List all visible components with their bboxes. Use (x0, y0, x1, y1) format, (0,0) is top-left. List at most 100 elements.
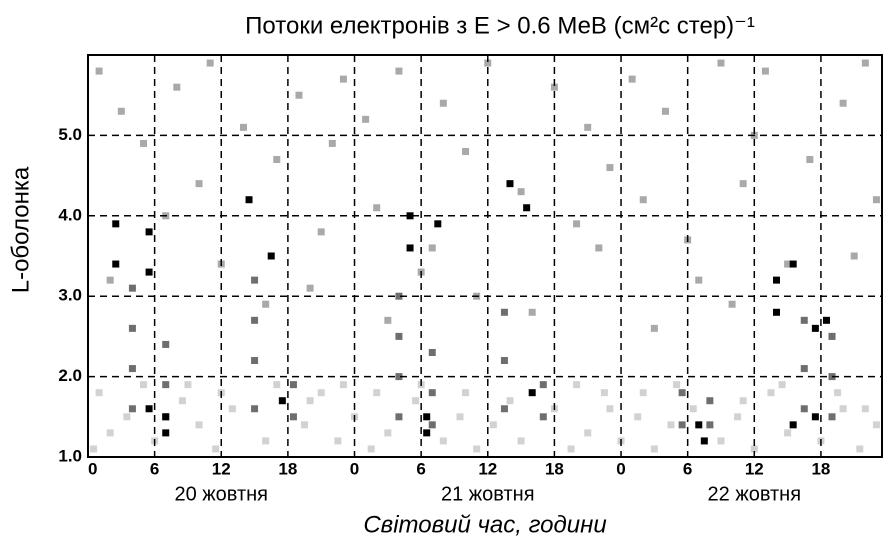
x-tick-label: 0 (350, 459, 359, 478)
flux-point (251, 276, 259, 284)
flux-point (828, 332, 836, 340)
flux-point (828, 413, 836, 421)
flux-point (728, 300, 736, 308)
flux-point (639, 389, 647, 397)
y-tick-label: 1.0 (58, 446, 82, 465)
flux-point (600, 389, 608, 397)
day-label: 21 жовтня (441, 483, 535, 505)
flux-point (773, 308, 781, 316)
y-tick-label: 2.0 (58, 366, 82, 385)
flux-point (706, 397, 714, 405)
flux-point (384, 429, 392, 437)
flux-point (301, 421, 309, 429)
flux-point (317, 228, 325, 236)
flux-point (761, 67, 769, 75)
flux-point (128, 365, 136, 373)
y-tick-label: 5.0 (58, 125, 82, 144)
flux-point (178, 397, 186, 405)
flux-point (439, 437, 447, 445)
flux-point (251, 405, 259, 413)
flux-point (328, 139, 336, 147)
flux-point (789, 260, 797, 268)
flux-point (412, 397, 420, 405)
flux-point (773, 276, 781, 284)
flux-point (406, 212, 414, 220)
flux-point (634, 413, 642, 421)
flux-point (539, 413, 547, 421)
flux-point (584, 123, 592, 131)
flux-point (245, 196, 253, 204)
flux-point (95, 67, 103, 75)
flux-point (423, 413, 431, 421)
flux-point (639, 196, 647, 204)
flux-point (700, 437, 708, 445)
day-label: 20 жовтня (174, 483, 268, 505)
flux-point (123, 413, 131, 421)
flux-point (628, 75, 636, 83)
flux-point (251, 357, 259, 365)
flux-point (850, 252, 858, 260)
flux-point (517, 437, 525, 445)
flux-point (339, 75, 347, 83)
flux-point (661, 107, 669, 115)
flux-point (295, 91, 303, 99)
flux-point (489, 421, 497, 429)
flux-point (606, 405, 614, 413)
flux-point (262, 437, 270, 445)
flux-point (373, 389, 381, 397)
flux-point (689, 405, 697, 413)
flux-point (750, 445, 758, 453)
flux-point (262, 300, 270, 308)
flux-point (339, 381, 347, 389)
flux-point (695, 276, 703, 284)
x-tick-label: 6 (416, 459, 425, 478)
flux-point (228, 405, 236, 413)
flux-point (128, 324, 136, 332)
flux-point (162, 429, 170, 437)
flux-point (456, 413, 464, 421)
flux-point (406, 244, 414, 252)
flux-point (462, 147, 470, 155)
flux-point (439, 99, 447, 107)
flux-point (500, 357, 508, 365)
flux-point (606, 164, 614, 172)
flux-point (484, 59, 492, 67)
flux-point (423, 429, 431, 437)
flux-point (473, 445, 481, 453)
flux-point (106, 429, 114, 437)
flux-point (428, 389, 436, 397)
flux-point (678, 421, 686, 429)
x-axis-label: Світовий час, години (363, 511, 606, 538)
flux-point (206, 59, 214, 67)
flux-point (140, 139, 148, 147)
flux-point (95, 389, 103, 397)
flux-point (145, 405, 153, 413)
flux-point (767, 389, 775, 397)
flux-point (145, 268, 153, 276)
x-tick-label: 6 (150, 459, 159, 478)
flux-point (267, 252, 275, 260)
flux-point (861, 405, 869, 413)
flux-point (822, 316, 830, 324)
flux-point (528, 308, 536, 316)
flux-point (384, 316, 392, 324)
flux-point (90, 445, 98, 453)
flux-point (289, 381, 297, 389)
flux-point (872, 196, 880, 204)
flux-point (212, 445, 220, 453)
x-tick-label: 12 (745, 459, 764, 478)
flux-point (789, 421, 797, 429)
flux-point (195, 180, 203, 188)
day-label: 22 жовтня (708, 483, 802, 505)
flux-point (289, 413, 297, 421)
flux-point (195, 421, 203, 429)
flux-point (734, 413, 742, 421)
plot-frame (87, 54, 883, 458)
x-tick-label: 0 (88, 459, 97, 478)
flux-point (872, 421, 880, 429)
y-axis-label: L-оболонка (7, 166, 34, 293)
y-tick-label: 4.0 (58, 205, 82, 224)
flux-point (839, 99, 847, 107)
flux-point (395, 373, 403, 381)
